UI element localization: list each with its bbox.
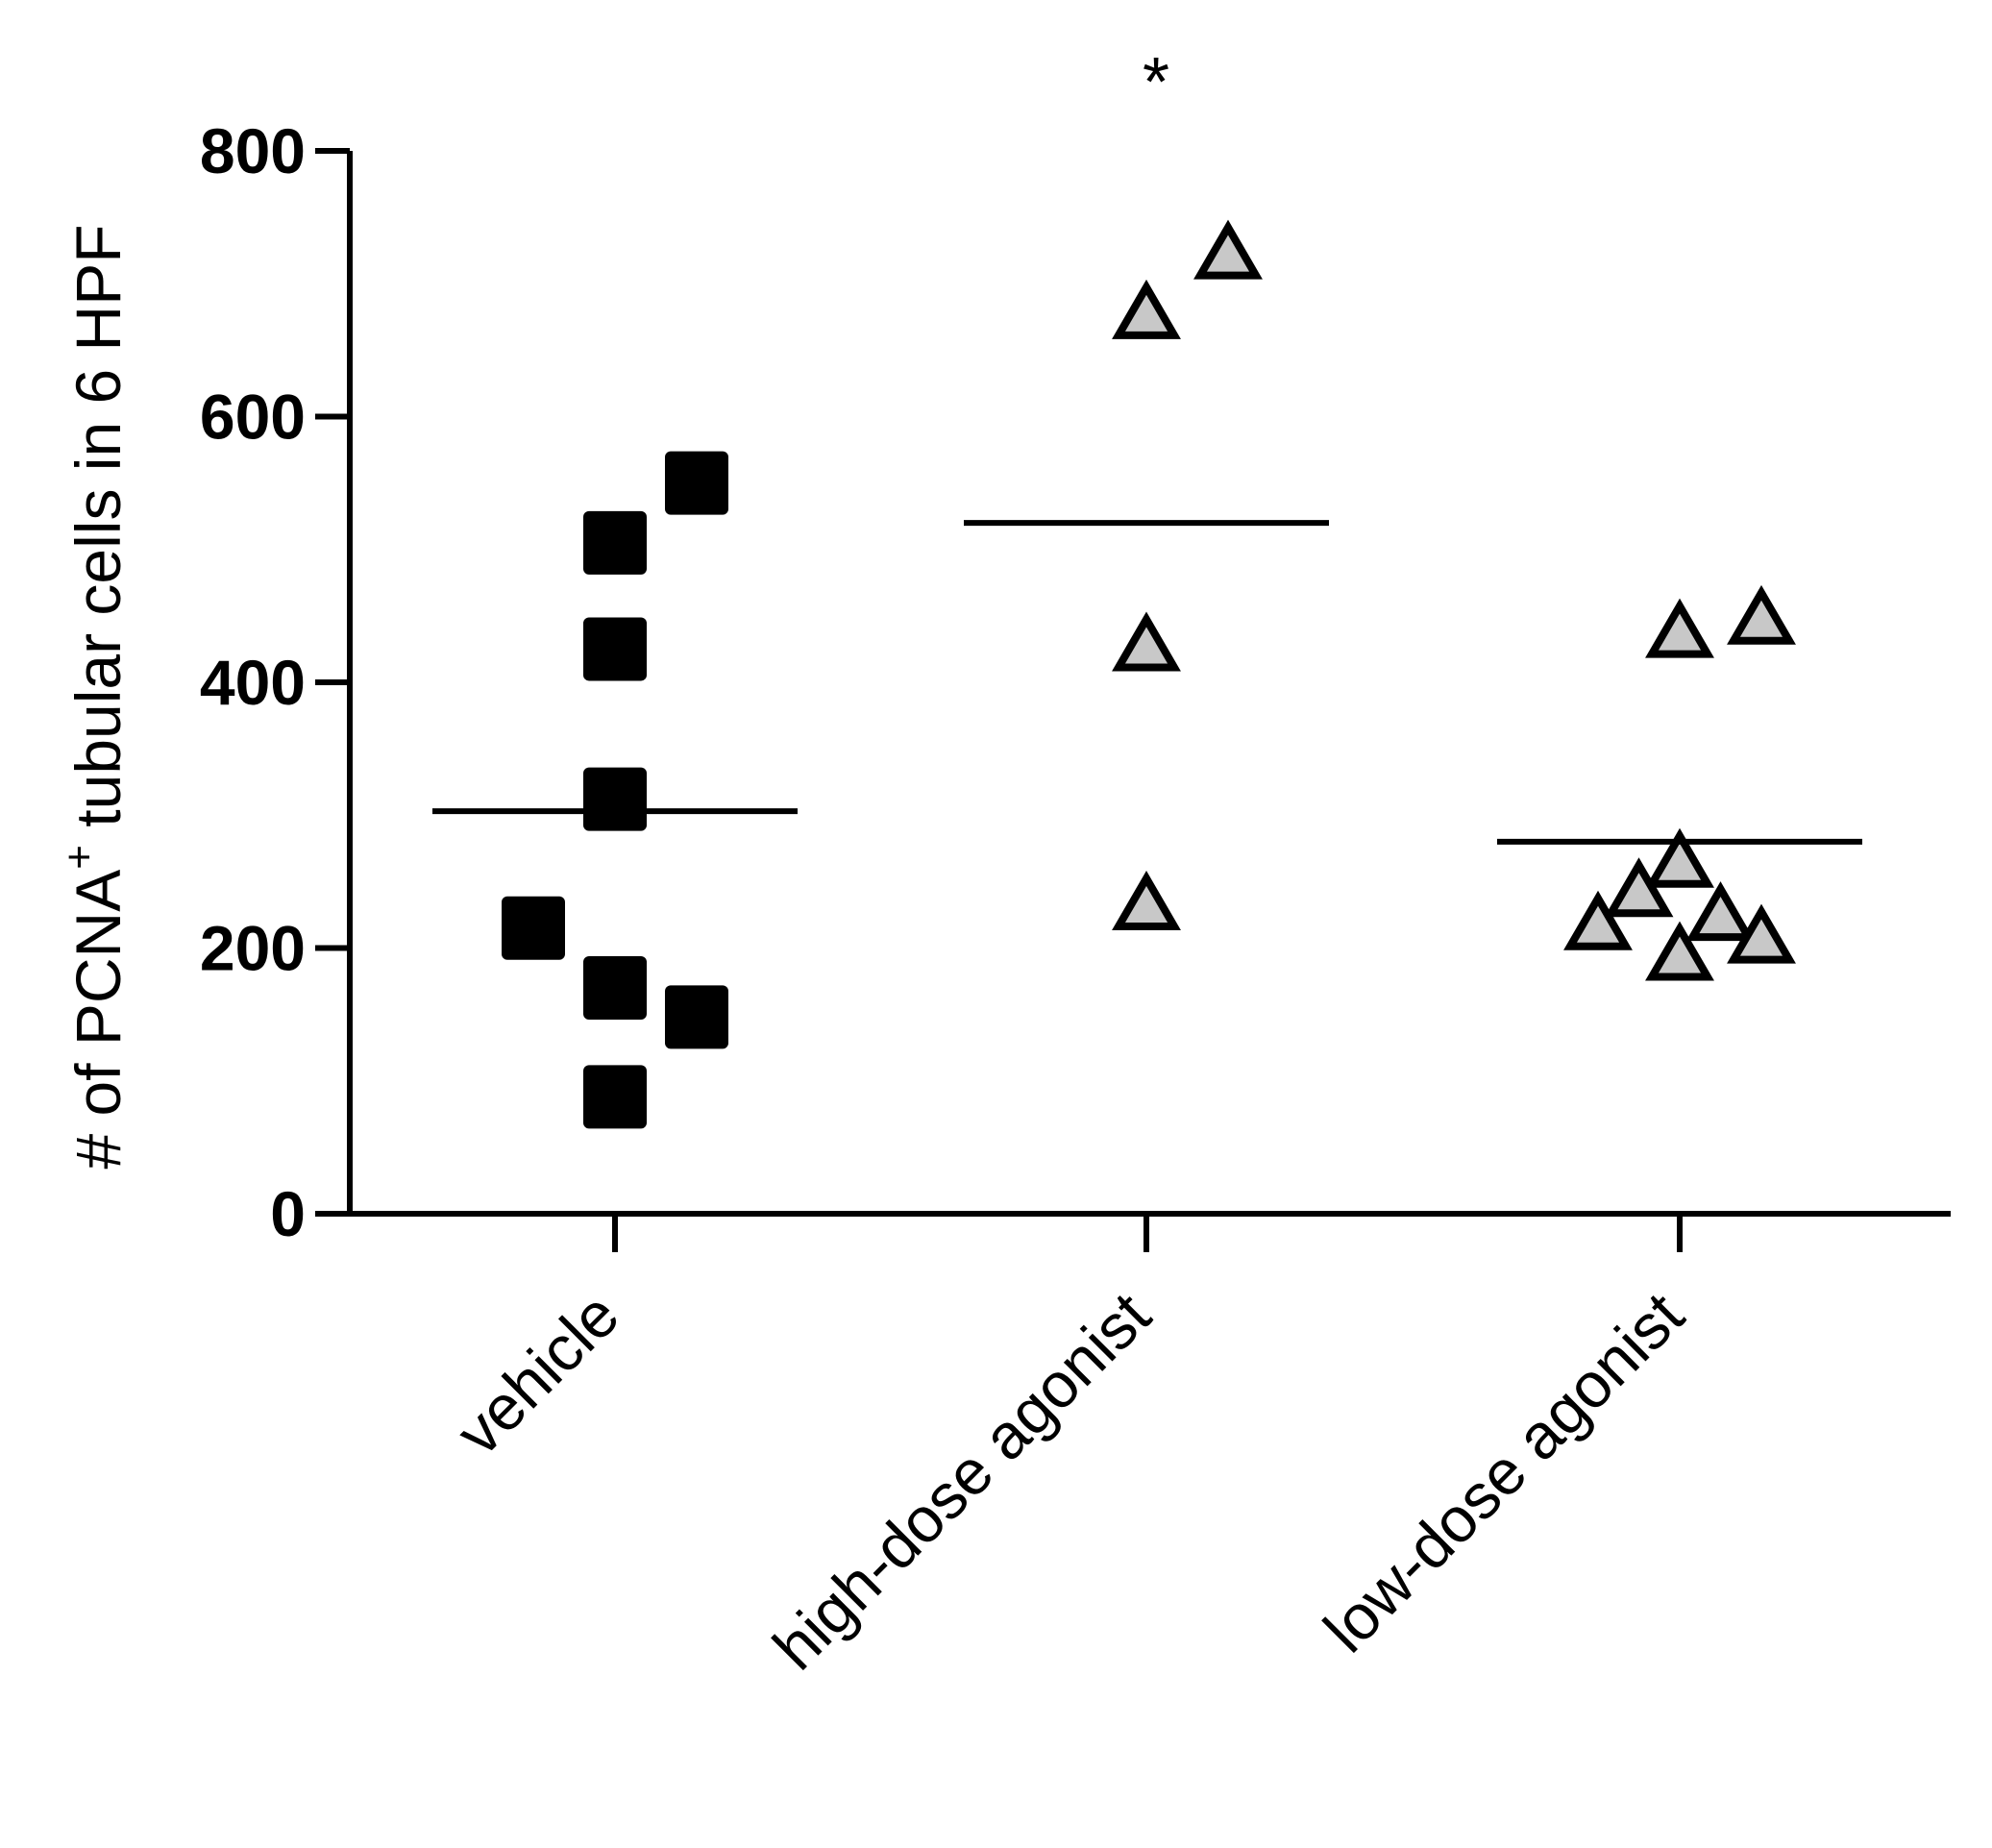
data-point-square bbox=[583, 617, 647, 681]
data-point-square bbox=[583, 510, 647, 575]
y-axis-label-suffix: tubular cells in 6 HPF bbox=[62, 224, 134, 845]
data-point-triangle bbox=[1645, 827, 1714, 888]
y-tick-label: 200 bbox=[200, 913, 306, 984]
y-tick-label: 0 bbox=[270, 1178, 306, 1249]
data-point-square bbox=[502, 896, 565, 960]
data-point-triangle bbox=[1645, 598, 1714, 658]
y-tick-label: 800 bbox=[200, 115, 306, 186]
data-point-triangle bbox=[1685, 881, 1756, 942]
x-tick-label: vehicle bbox=[442, 1279, 632, 1469]
y-axis-label-superscript: + bbox=[56, 845, 103, 870]
data-point-square bbox=[583, 1065, 647, 1129]
y-tick-label: 600 bbox=[200, 382, 306, 453]
data-point-triangle bbox=[1112, 871, 1181, 931]
data-point-triangle bbox=[1645, 921, 1714, 981]
y-tick-label: 400 bbox=[200, 647, 306, 718]
x-tick-label: low-dose agonist bbox=[1310, 1279, 1697, 1666]
data-point-triangle bbox=[1112, 279, 1181, 339]
y-axis-label: # of PCNA+ tubular cells in 6 HPF bbox=[56, 224, 134, 1169]
axis-labels: 0 200 400 600 800 vehicle high-dose agonist low… bbox=[200, 44, 1697, 1683]
data-point-triangle bbox=[1193, 219, 1263, 280]
y-axis-label-prefix: # of PCNA bbox=[62, 870, 134, 1170]
data-point-triangle bbox=[1727, 903, 1796, 964]
data-point-triangle bbox=[1604, 857, 1674, 918]
data-point-triangle bbox=[1563, 890, 1633, 950]
data-point-square bbox=[665, 451, 728, 515]
data-marks bbox=[432, 219, 1862, 1129]
axes bbox=[315, 148, 1951, 1252]
data-point-square bbox=[583, 767, 647, 831]
x-tick-label: high-dose agonist bbox=[759, 1279, 1164, 1684]
y-axis-label-text: # of PCNA+ tubular cells in 6 HPF bbox=[56, 224, 134, 1169]
data-point-square bbox=[583, 955, 647, 1020]
data-point-triangle bbox=[1727, 584, 1796, 645]
significance-asterisk: * bbox=[1143, 44, 1169, 121]
data-point-square bbox=[665, 985, 728, 1049]
data-point-triangle bbox=[1112, 611, 1181, 672]
